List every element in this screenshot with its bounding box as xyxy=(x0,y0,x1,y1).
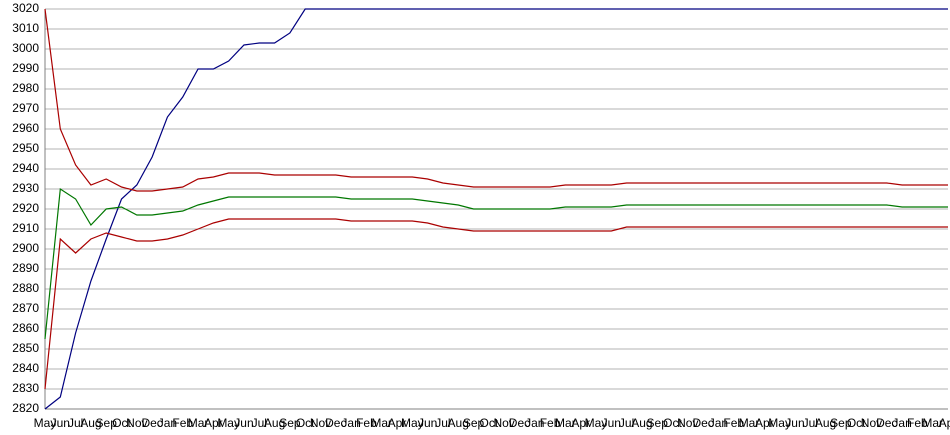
x-tick-label: Jul xyxy=(252,416,267,430)
y-tick-label: 2830 xyxy=(12,381,39,395)
x-tick-label: Jan xyxy=(709,416,728,430)
x-tick-label: Aug xyxy=(264,416,285,430)
y-tick-label: 2910 xyxy=(12,221,39,235)
x-tick-label: Aug xyxy=(80,416,101,430)
x-tick-label: Jan xyxy=(158,416,177,430)
x-tick-label: Nov xyxy=(310,416,331,430)
series-line xyxy=(44,187,948,340)
y-tick-label: 2990 xyxy=(12,61,39,75)
x-tick-label: Jun xyxy=(51,416,70,430)
x-tick-label: Nov xyxy=(493,416,514,430)
x-tick-label: Apr xyxy=(388,416,407,430)
x-tick-label: Feb xyxy=(540,416,561,430)
x-tick-label: Apr xyxy=(755,416,774,430)
x-tick-label: Jun xyxy=(234,416,253,430)
x-tick-label: Mar xyxy=(739,416,760,430)
x-tick-label: Jul xyxy=(435,416,450,430)
x-tick-label: Jul xyxy=(68,416,83,430)
series-line xyxy=(44,8,948,192)
y-tick-label: 2820 xyxy=(12,401,39,415)
x-tick-label: Nov xyxy=(126,416,147,430)
y-tick-label: 2930 xyxy=(12,181,39,195)
y-tick-label: 2880 xyxy=(12,281,39,295)
x-tick-label: Jan xyxy=(892,416,911,430)
x-tick-label: Sep xyxy=(647,416,669,430)
x-tick-label: Feb xyxy=(356,416,377,430)
y-tick-label: 3010 xyxy=(12,21,39,35)
x-tick-label: Feb xyxy=(907,416,928,430)
x-tick-label: Aug xyxy=(448,416,469,430)
series-line xyxy=(44,8,948,410)
x-tick-label: May xyxy=(401,416,424,430)
x-tick-label: May xyxy=(34,416,57,430)
x-tick-label: Aug xyxy=(815,416,836,430)
x-tick-label: Oct xyxy=(112,416,131,430)
y-tick-label: 2980 xyxy=(12,81,39,95)
x-tick-label: Jan xyxy=(525,416,544,430)
y-tick-label: 2850 xyxy=(12,341,39,355)
y-tick-label: 2870 xyxy=(12,301,39,315)
series-line xyxy=(44,218,948,390)
x-tick-label: Mar xyxy=(555,416,576,430)
x-tick-label: Oct xyxy=(663,416,682,430)
x-tick-label: Sep xyxy=(830,416,852,430)
x-tick-label: Dec xyxy=(876,416,897,430)
x-tick-label: Jun xyxy=(602,416,621,430)
x-tick-label: Apr xyxy=(939,416,950,430)
x-tick-label: Feb xyxy=(723,416,744,430)
x-tick-label: Oct xyxy=(847,416,866,430)
y-tick-label: 2900 xyxy=(12,241,39,255)
y-tick-label: 2960 xyxy=(12,121,39,135)
y-tick-label: 2840 xyxy=(12,361,39,375)
x-tick-label: Dec xyxy=(692,416,713,430)
y-tick-label: 2940 xyxy=(12,161,39,175)
x-tick-label: Oct xyxy=(480,416,499,430)
x-tick-label: Dec xyxy=(141,416,162,430)
x-tick-label: Sep xyxy=(279,416,301,430)
y-tick-label: 2920 xyxy=(12,201,39,215)
y-tick-label: 2890 xyxy=(12,261,39,275)
x-tick-label: Jun xyxy=(418,416,437,430)
x-tick-label: Apr xyxy=(204,416,223,430)
x-tick-label: Jan xyxy=(341,416,360,430)
y-tick-label: 3000 xyxy=(12,41,39,55)
x-tick-label: Sep xyxy=(96,416,118,430)
x-tick-label: May xyxy=(217,416,240,430)
y-tick-label: 2950 xyxy=(12,141,39,155)
x-tick-label: Oct xyxy=(296,416,315,430)
x-tick-label: Jul xyxy=(619,416,634,430)
x-tick-label: Mar xyxy=(188,416,209,430)
x-tick-label: Jul xyxy=(803,416,818,430)
x-tick-label: Sep xyxy=(463,416,485,430)
x-tick-label: Nov xyxy=(677,416,698,430)
x-tick-label: Jun xyxy=(785,416,804,430)
x-tick-label: Nov xyxy=(861,416,882,430)
x-tick-label: May xyxy=(768,416,791,430)
y-tick-label: 3020 xyxy=(12,1,39,15)
x-tick-label: Dec xyxy=(325,416,346,430)
y-tick-label: 2860 xyxy=(12,321,39,335)
x-tick-label: Feb xyxy=(172,416,193,430)
x-tick-label: May xyxy=(585,416,608,430)
x-tick-label: Aug xyxy=(631,416,652,430)
y-tick-label: 2970 xyxy=(12,101,39,115)
x-tick-label: Mar xyxy=(371,416,392,430)
x-tick-label: Mar xyxy=(922,416,943,430)
x-tick-label: Apr xyxy=(571,416,590,430)
x-tick-label: Dec xyxy=(509,416,530,430)
